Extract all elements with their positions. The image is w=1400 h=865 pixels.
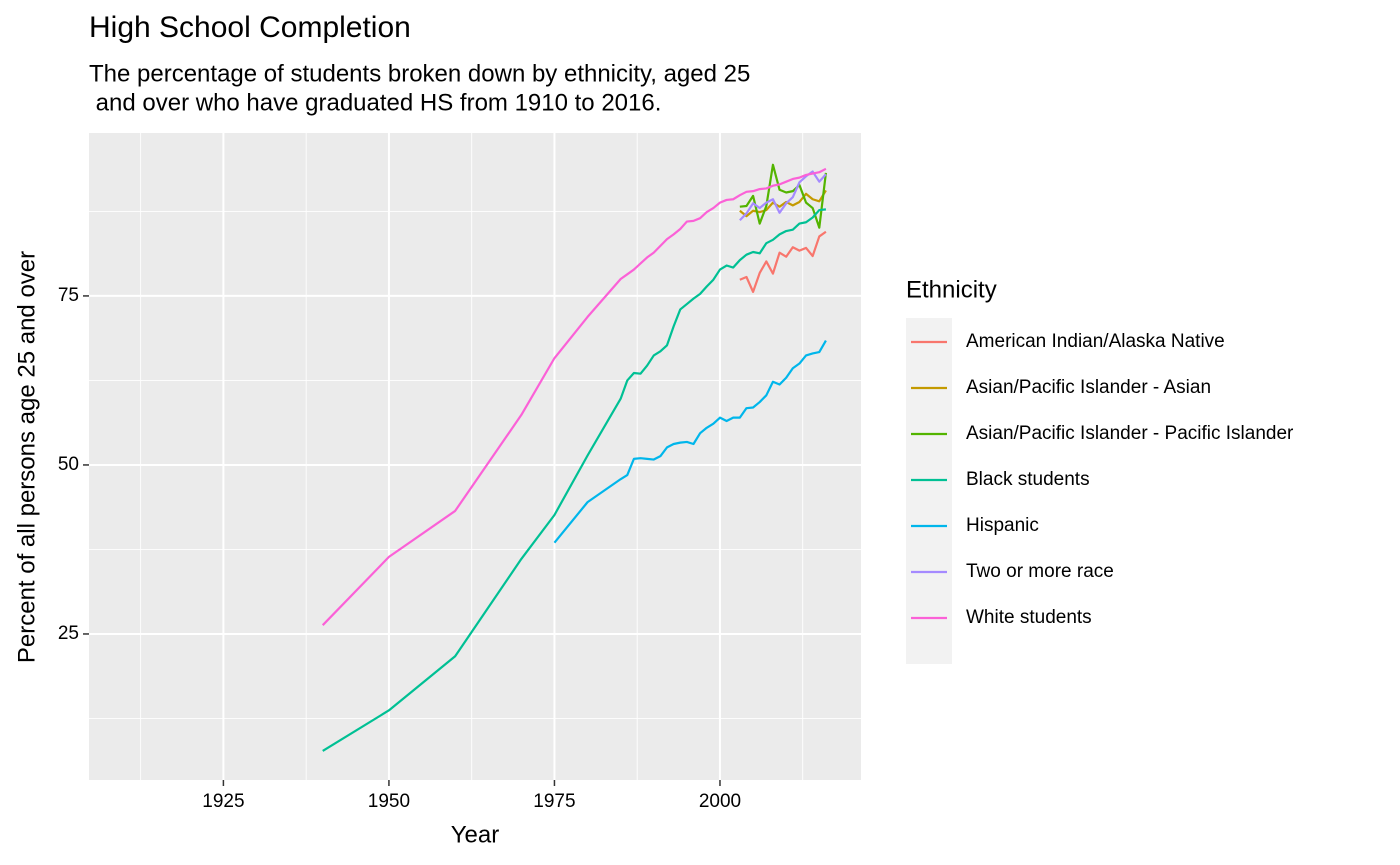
chart-subtitle: The percentage of students broken down b… [89,60,750,87]
chart-subtitle: and over who have graduated HS from 1910… [89,89,661,116]
x-tick-label: 2000 [699,791,741,812]
x-tick-label: 1925 [202,791,244,812]
series-line [739,163,828,229]
legend-label: American Indian/Alaska Native [966,331,1225,352]
x-tick-label: 1950 [368,791,410,812]
series-line [322,208,827,752]
plot-panel [89,133,861,780]
y-tick-label: 25 [58,623,79,644]
legend-label: Asian/Pacific Islander - Pacific Islande… [966,423,1294,444]
legend-label: White students [966,607,1092,628]
x-tick-label: 1975 [533,791,575,812]
x-axis-label: Year [451,821,500,848]
series-line [739,230,827,293]
y-axis-label: Percent of all persons age 25 and over [13,251,40,663]
y-tick-label: 50 [58,454,79,475]
chart-title: High School Completion [89,11,411,44]
legend-label: Black students [966,469,1090,490]
legend-label: Asian/Pacific Islander - Asian [966,377,1211,398]
series-line [321,167,827,626]
legend-title: Ethnicity [906,276,997,303]
legend-key-background [906,318,952,664]
series-line [739,170,827,221]
series-line [553,340,827,544]
series-line [739,189,827,218]
legend-label: Two or more race [966,561,1114,582]
y-tick-label: 75 [58,285,79,306]
legend-label: Hispanic [966,515,1039,536]
